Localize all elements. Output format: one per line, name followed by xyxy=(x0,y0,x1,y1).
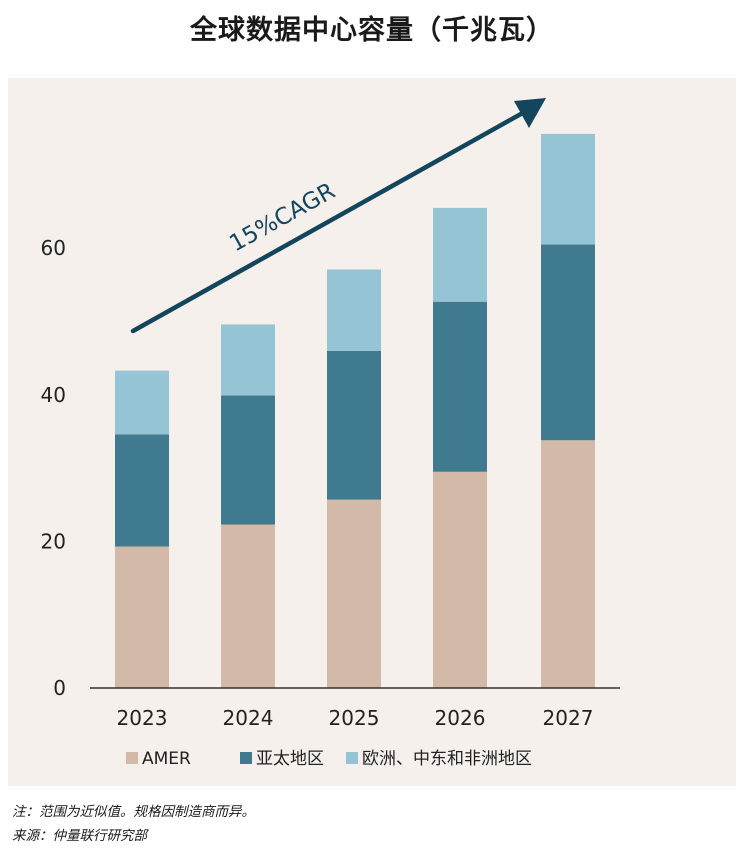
bar-segment-2027-3 xyxy=(541,133,595,245)
x-axis-ticks: 2023 2024 2025 2026 2027 xyxy=(117,706,594,730)
x-tick-label: 2025 xyxy=(329,706,380,730)
y-axis-ticks: 0 20 40 60 xyxy=(41,236,66,700)
cagr-arrow-head xyxy=(514,98,546,128)
bar-segment-2025-3 xyxy=(327,269,381,351)
x-tick-label: 2026 xyxy=(435,706,486,730)
bar-segment-2024-3 xyxy=(221,324,275,396)
legend-swatch xyxy=(126,752,138,764)
x-tick-label: 2027 xyxy=(543,706,594,730)
bar-segment-2024-1 xyxy=(221,524,275,688)
x-tick-label: 2023 xyxy=(117,706,168,730)
bar-segment-2023-2 xyxy=(115,434,169,547)
bar-segment-2026-2 xyxy=(433,301,487,472)
bar-segment-2027-2 xyxy=(541,244,595,441)
legend-label: 欧洲、中东和非洲地区 xyxy=(362,749,532,769)
bar-segment-2027-1 xyxy=(541,440,595,688)
bar-segment-2025-1 xyxy=(327,499,381,688)
bar-segment-2024-2 xyxy=(221,395,275,525)
y-tick-label: 20 xyxy=(41,529,66,553)
cagr-arrow xyxy=(130,98,546,334)
legend: AMER 亚太地区 欧洲、中东和非洲地区 xyxy=(126,749,532,769)
y-tick-label: 0 xyxy=(53,676,66,700)
x-tick-label: 2024 xyxy=(223,706,274,730)
legend-label: 亚太地区 xyxy=(256,749,324,769)
bars-group xyxy=(115,133,595,688)
chart-title: 全球数据中心容量（千兆瓦） xyxy=(190,15,554,46)
legend-swatch xyxy=(346,752,358,764)
y-tick-label: 60 xyxy=(41,236,66,260)
bar-segment-2026-3 xyxy=(433,207,487,302)
cagr-arrow-shaft xyxy=(130,107,531,334)
bar-segment-2025-2 xyxy=(327,350,381,500)
legend-label: AMER xyxy=(142,749,191,769)
y-tick-label: 40 xyxy=(41,383,66,407)
footnote: 注：范围为近似值。规格因制造商而异。 xyxy=(12,804,255,820)
bar-segment-2023-3 xyxy=(115,370,169,435)
source-note: 来源：仲量联行研究部 xyxy=(12,828,147,844)
bar-segment-2026-1 xyxy=(433,471,487,688)
bar-segment-2023-1 xyxy=(115,546,169,688)
legend-swatch xyxy=(240,752,252,764)
